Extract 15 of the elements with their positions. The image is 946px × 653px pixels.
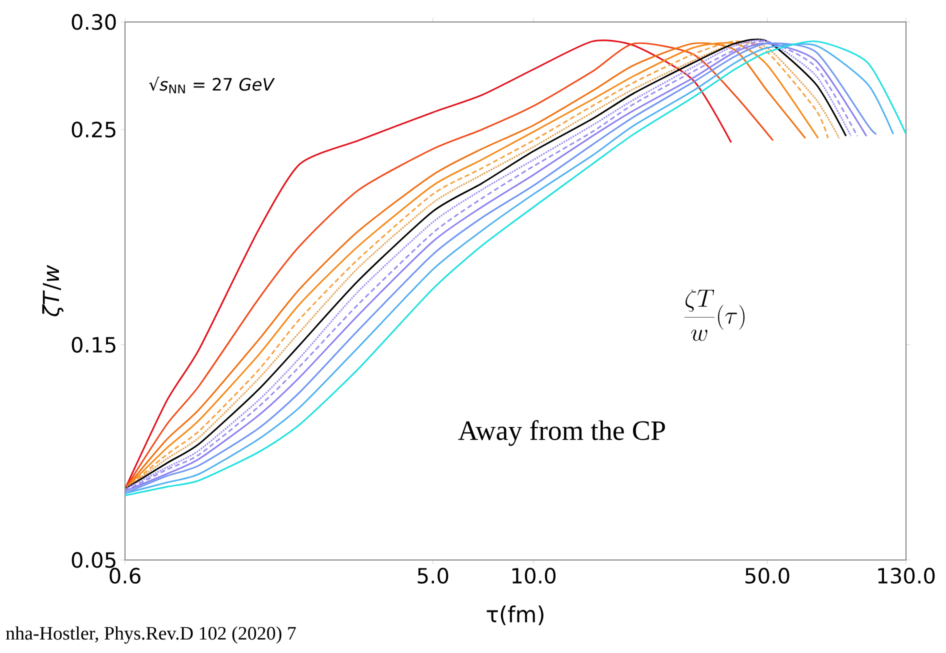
annotation: $\frac{\zeta T}{w}(\tau)$ [684, 289, 745, 341]
y-tick-label: 0.25 [72, 122, 116, 138]
x-tick-label: 10.0 [512, 568, 556, 584]
y-tick-label: 0.30 [72, 14, 116, 30]
x-tick-label: 130.0 [878, 568, 935, 584]
y-tick-label: 0.15 [72, 336, 116, 353]
x-tick-label: 50.0 [745, 568, 790, 584]
text: nha-Hostler, Phys.Rev.D 102 (2020) 7 [6, 626, 296, 644]
x-tick-label: 5.0 [418, 568, 448, 584]
y-tick-label: 0.05 [72, 552, 116, 568]
x-axis-title: τ(fm) [486, 606, 544, 626]
annotation: Away from the CP [458, 420, 665, 446]
y-axis-title: ζT/w [42, 264, 64, 316]
annotation: √s$_{NN}$ = 27 GeV [149, 76, 275, 94]
x-tick-label: 0.6 [110, 568, 140, 584]
